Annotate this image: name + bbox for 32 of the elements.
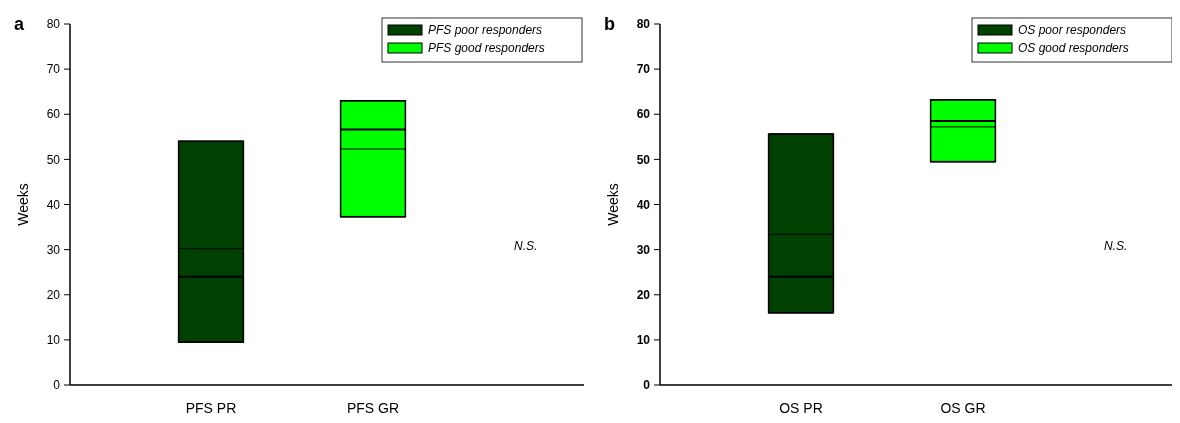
y-tick-label: 40 bbox=[46, 197, 61, 212]
y-tick-label: 80 bbox=[46, 17, 61, 32]
y-tick-label: 40 bbox=[636, 197, 651, 212]
y-tick-label: 0 bbox=[53, 378, 61, 393]
y-tick-label: 70 bbox=[46, 62, 61, 77]
y-tick-label: 0 bbox=[643, 378, 651, 393]
legend-label: PFS good responders bbox=[428, 41, 545, 56]
legend-label: OS poor responders bbox=[1018, 23, 1127, 38]
x-tick-label: PFS PR bbox=[185, 400, 237, 416]
y-tick-label: 60 bbox=[636, 107, 651, 122]
x-tick-label: OS PR bbox=[779, 400, 823, 416]
x-tick-label: PFS GR bbox=[346, 400, 400, 416]
y-tick-label: 20 bbox=[636, 287, 651, 302]
y-tick-label: 60 bbox=[46, 107, 61, 122]
chart-title: b bbox=[604, 14, 615, 34]
annotation: N.S. bbox=[514, 238, 538, 253]
y-tick-label: 20 bbox=[46, 287, 61, 302]
chart-title: a bbox=[14, 14, 25, 34]
annotation: N.S. bbox=[1104, 238, 1128, 253]
legend-label: OS good responders bbox=[1018, 41, 1129, 56]
y-tick-label: 10 bbox=[636, 333, 651, 348]
y-axis-title: Weeks bbox=[605, 183, 621, 226]
legend-label: PFS poor responders bbox=[428, 23, 543, 38]
y-axis-title: Weeks bbox=[15, 183, 31, 226]
y-tick-label: 70 bbox=[636, 62, 651, 77]
y-tick-label: 50 bbox=[636, 152, 651, 167]
x-tick-label: OS GR bbox=[940, 400, 986, 416]
y-tick-label: 30 bbox=[46, 242, 61, 257]
y-tick-label: 10 bbox=[46, 333, 61, 348]
y-tick-label: 30 bbox=[636, 242, 651, 257]
y-tick-label: 50 bbox=[46, 152, 61, 167]
y-tick-label: 80 bbox=[636, 17, 651, 32]
